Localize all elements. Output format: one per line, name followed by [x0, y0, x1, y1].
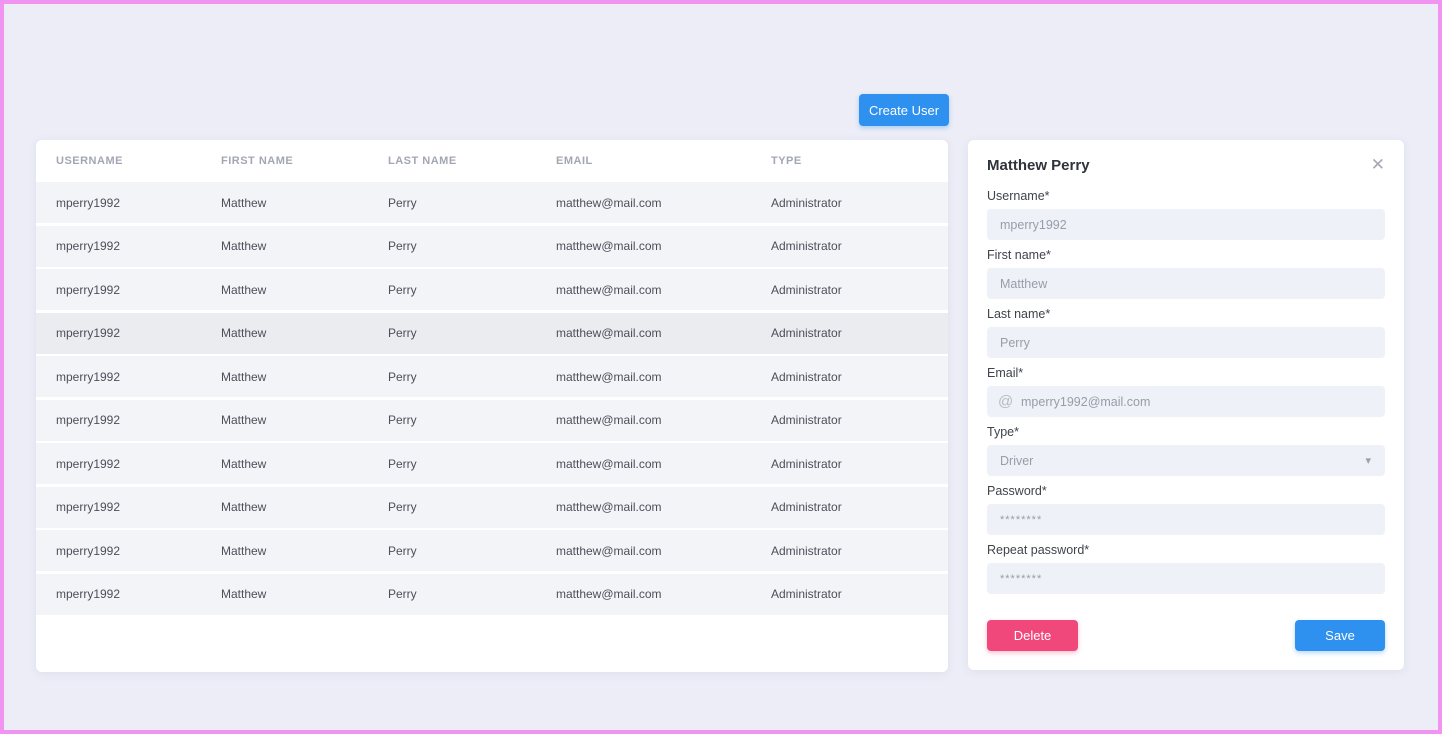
cell-type: Administrator [771, 587, 842, 601]
cell-email: matthew@mail.com [556, 587, 662, 601]
cell-first-name: Matthew [221, 456, 267, 471]
cell-username: mperry1992 [56, 413, 121, 427]
password-label: Password* [987, 484, 1047, 498]
cell-email: matthew@mail.com [556, 195, 662, 210]
cell-type: Administrator [771, 543, 842, 558]
table-row[interactable]: mperry1992 Matthew Perry matthew@mail.co… [36, 312, 948, 354]
username-input[interactable] [987, 209, 1385, 240]
cell-first-name: Matthew [221, 326, 267, 340]
cell-username: mperry1992 [56, 500, 121, 514]
first-name-label: First name* [987, 248, 1051, 262]
close-icon[interactable]: ✕ [1370, 155, 1385, 174]
save-button[interactable]: Save [1295, 620, 1385, 651]
table-row[interactable]: mperry1992 Matthew Perry matthew@mail.co… [36, 443, 948, 484]
table-row[interactable]: mperry1992 Matthew Perry matthew@mail.co… [36, 356, 948, 397]
password-field-group: Password* [987, 484, 1385, 535]
cell-username: mperry1992 [56, 195, 121, 210]
table-header-row: USERNAME FIRST NAME LAST NAME EMAIL TYPE [36, 140, 948, 182]
cell-first-name: Matthew [221, 500, 267, 514]
last-name-field-group: Last name* [987, 307, 1385, 358]
cell-email: matthew@mail.com [556, 500, 662, 514]
column-header-email: EMAIL [556, 155, 593, 167]
cell-first-name: Matthew [221, 369, 267, 384]
cell-username: mperry1992 [56, 587, 121, 601]
cell-type: Administrator [771, 369, 842, 384]
email-label: Email* [987, 366, 1024, 380]
cell-first-name: Matthew [221, 282, 267, 297]
username-field-group: Username* [987, 189, 1385, 240]
cell-username: mperry1992 [56, 456, 121, 471]
column-header-username: USERNAME [56, 155, 123, 167]
cell-last-name: Perry [388, 587, 417, 601]
table-row[interactable]: mperry1992 Matthew Perry matthew@mail.co… [36, 573, 948, 615]
table-row[interactable]: mperry1992 Matthew Perry matthew@mail.co… [36, 182, 948, 223]
cell-email: matthew@mail.com [556, 413, 662, 427]
cell-type: Administrator [771, 239, 842, 253]
edit-user-panel: Matthew Perry ✕ Username* First name* La… [968, 140, 1404, 670]
chevron-down-icon: ▾ [1365, 455, 1371, 467]
cell-last-name: Perry [388, 413, 417, 427]
cell-last-name: Perry [388, 369, 417, 384]
type-field-group: Type* Driver ▾ [987, 425, 1385, 476]
table-row[interactable]: mperry1992 Matthew Perry matthew@mail.co… [36, 486, 948, 528]
cell-last-name: Perry [388, 282, 417, 297]
cell-last-name: Perry [388, 500, 417, 514]
email-field-group: Email* @ [987, 366, 1385, 417]
type-selected-value: Driver [1000, 453, 1034, 468]
repeat-password-input[interactable] [987, 563, 1385, 594]
last-name-label: Last name* [987, 307, 1051, 321]
cell-last-name: Perry [388, 543, 417, 558]
cell-email: matthew@mail.com [556, 456, 662, 471]
cell-email: matthew@mail.com [556, 282, 662, 297]
email-input[interactable] [987, 386, 1385, 417]
repeat-password-field-group: Repeat password* [987, 543, 1385, 594]
table-row[interactable]: mperry1992 Matthew Perry matthew@mail.co… [36, 399, 948, 441]
table-body: mperry1992 Matthew Perry matthew@mail.co… [36, 182, 948, 615]
type-select[interactable]: Driver ▾ [987, 445, 1385, 476]
cell-first-name: Matthew [221, 239, 267, 253]
last-name-input[interactable] [987, 327, 1385, 358]
password-input[interactable] [987, 504, 1385, 535]
table-row[interactable]: mperry1992 Matthew Perry matthew@mail.co… [36, 225, 948, 267]
cell-type: Administrator [771, 500, 842, 514]
cell-email: matthew@mail.com [556, 239, 662, 253]
users-table-card: USERNAME FIRST NAME LAST NAME EMAIL TYPE… [36, 140, 948, 672]
first-name-field-group: First name* [987, 248, 1385, 299]
cell-type: Administrator [771, 326, 842, 340]
cell-email: matthew@mail.com [556, 543, 662, 558]
cell-first-name: Matthew [221, 543, 267, 558]
cell-username: mperry1992 [56, 326, 121, 340]
column-header-first-name: FIRST NAME [221, 155, 294, 167]
delete-button[interactable]: Delete [987, 620, 1078, 651]
cell-last-name: Perry [388, 195, 417, 210]
cell-type: Administrator [771, 413, 842, 427]
cell-first-name: Matthew [221, 587, 267, 601]
cell-last-name: Perry [388, 326, 417, 340]
create-user-button[interactable]: Create User [859, 94, 949, 126]
repeat-password-label: Repeat password* [987, 543, 1090, 557]
cell-username: mperry1992 [56, 369, 121, 384]
username-label: Username* [987, 189, 1050, 203]
cell-username: mperry1992 [56, 543, 121, 558]
column-header-type: TYPE [771, 155, 802, 167]
cell-username: mperry1992 [56, 282, 121, 297]
cell-type: Administrator [771, 282, 842, 297]
email-at-icon: @ [998, 393, 1014, 410]
first-name-input[interactable] [987, 268, 1385, 299]
table-row[interactable]: mperry1992 Matthew Perry matthew@mail.co… [36, 269, 948, 310]
cell-email: matthew@mail.com [556, 326, 662, 340]
panel-title: Matthew Perry [987, 157, 1090, 174]
cell-username: mperry1992 [56, 239, 121, 253]
cell-last-name: Perry [388, 239, 417, 253]
cell-type: Administrator [771, 456, 842, 471]
cell-email: matthew@mail.com [556, 369, 662, 384]
table-row[interactable]: mperry1992 Matthew Perry matthew@mail.co… [36, 530, 948, 571]
cell-first-name: Matthew [221, 195, 267, 210]
cell-last-name: Perry [388, 456, 417, 471]
type-label: Type* [987, 425, 1019, 439]
cell-type: Administrator [771, 195, 842, 210]
column-header-last-name: LAST NAME [388, 155, 457, 167]
cell-first-name: Matthew [221, 413, 267, 427]
